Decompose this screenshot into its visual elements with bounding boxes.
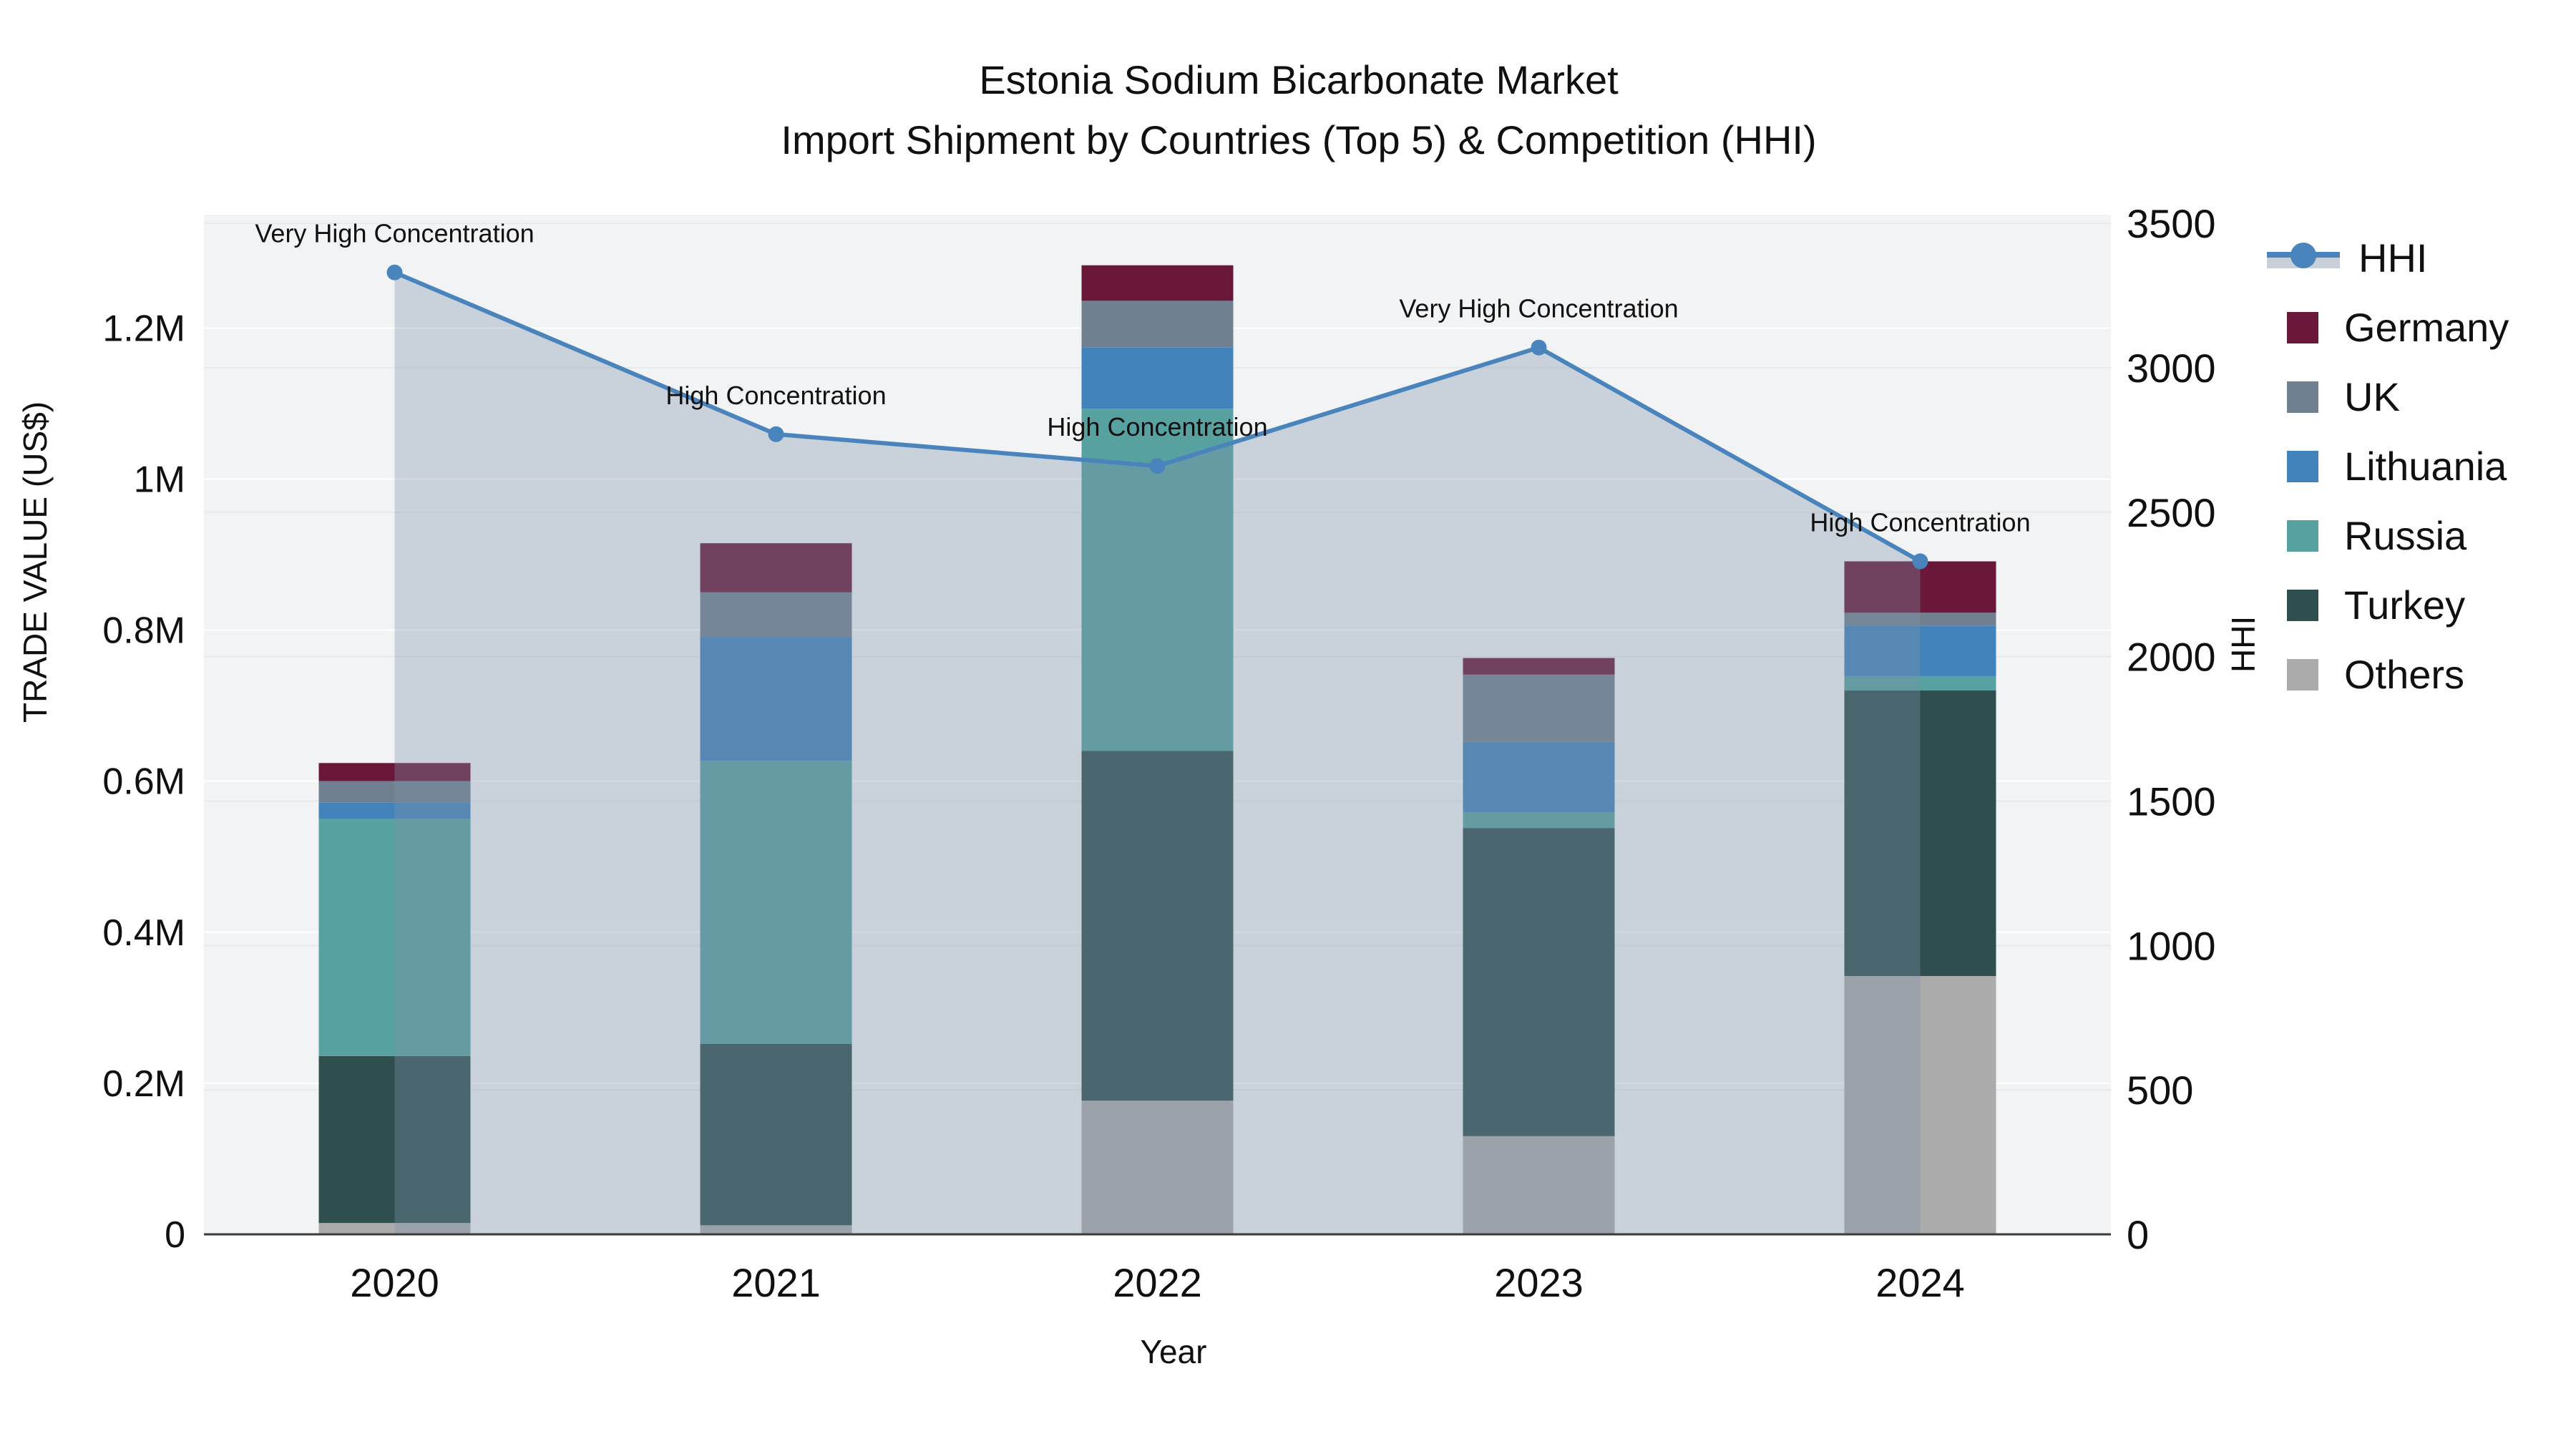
annotation-2023: Very High Concentration bbox=[1399, 294, 1678, 323]
annotation-2020: Very High Concentration bbox=[255, 219, 534, 248]
left-tick-0.2M: 0.2M bbox=[102, 1063, 185, 1105]
y-axis-title-left: TRADE VALUE (US$) bbox=[16, 401, 54, 723]
right-tick-0: 0 bbox=[2127, 1212, 2149, 1257]
chart-title-line2: Import Shipment by Countries (Top 5) & C… bbox=[781, 117, 1817, 162]
legend-item-lithuania[interactable]: Lithuania bbox=[2267, 431, 2509, 501]
chart-title: Estonia Sodium Bicarbonate Market Import… bbox=[21, 50, 2576, 170]
legend-label-turkey: Turkey bbox=[2344, 582, 2466, 628]
right-tick-500: 500 bbox=[2127, 1068, 2193, 1113]
bar-segment-2022-uk[interactable] bbox=[1081, 301, 1234, 348]
legend-swatch-uk bbox=[2287, 381, 2318, 413]
annotation-2022: High Concentration bbox=[1047, 412, 1267, 441]
right-tick-2000: 2000 bbox=[2127, 635, 2216, 680]
bar-segment-2021-others[interactable] bbox=[700, 1225, 852, 1234]
legend-swatch-lithuania bbox=[2287, 450, 2318, 482]
x-tick-2021: 2021 bbox=[731, 1260, 821, 1305]
left-tick-0.8M: 0.8M bbox=[102, 610, 185, 652]
legend-label-hhi: HHI bbox=[2358, 235, 2428, 280]
hhi-area-fill bbox=[394, 272, 1921, 1234]
left-tick-0: 0 bbox=[165, 1214, 185, 1256]
bar-segment-2021-turkey[interactable] bbox=[700, 1044, 852, 1226]
legend-label-lithuania: Lithuania bbox=[2344, 444, 2507, 489]
legend-item-others[interactable]: Others bbox=[2267, 640, 2509, 709]
bar-segment-2024-russia[interactable] bbox=[1844, 675, 1996, 691]
bar-segment-2020-others[interactable] bbox=[318, 1223, 471, 1234]
left-tick-1.2M: 1.2M bbox=[102, 308, 185, 349]
x-tick-2022: 2022 bbox=[1113, 1260, 1202, 1305]
bar-segment-2024-germany[interactable] bbox=[1844, 561, 1996, 613]
bar-segment-2022-lithuania[interactable] bbox=[1081, 347, 1234, 409]
bar-segment-2023-germany[interactable] bbox=[1463, 658, 1615, 675]
legend-item-russia[interactable]: Russia bbox=[2267, 501, 2509, 570]
legend-item-germany[interactable]: Germany bbox=[2267, 293, 2509, 362]
bar-segment-2020-russia[interactable] bbox=[318, 819, 471, 1056]
left-tick-0.4M: 0.4M bbox=[102, 912, 185, 954]
bar-segment-2023-lithuania[interactable] bbox=[1463, 741, 1615, 812]
legend-swatch-turkey bbox=[2287, 589, 2318, 621]
x-axis-title: Year bbox=[1140, 1333, 1207, 1370]
legend: HHI Germany UK Lithuania Russia Turkey Others bbox=[2267, 223, 2509, 709]
annotation-2024: High Concentration bbox=[1810, 507, 2030, 537]
hhi-marker-2021[interactable] bbox=[768, 426, 784, 442]
legend-swatch-russia bbox=[2287, 519, 2318, 552]
bar-segment-2022-others[interactable] bbox=[1081, 1101, 1234, 1234]
bar-segment-2024-lithuania[interactable] bbox=[1844, 625, 1996, 676]
bar-segment-2023-russia[interactable] bbox=[1463, 811, 1615, 829]
y-axis-title-right: HHI bbox=[2225, 615, 2262, 673]
right-tick-1000: 1000 bbox=[2127, 923, 2216, 968]
x-tick-2024: 2024 bbox=[1875, 1260, 1965, 1305]
bar-segment-2024-others[interactable] bbox=[1844, 976, 1996, 1234]
annotation-2021: High Concentration bbox=[665, 381, 886, 410]
legend-label-uk: UK bbox=[2344, 374, 2400, 419]
bar-segment-2021-lithuania[interactable] bbox=[700, 637, 852, 761]
legend-swatch-others bbox=[2287, 658, 2318, 691]
hhi-line-swatch-icon bbox=[2267, 242, 2340, 274]
chart-title-line1: Estonia Sodium Bicarbonate Market bbox=[979, 57, 1619, 102]
bar-segment-2022-germany[interactable] bbox=[1081, 265, 1234, 301]
legend-label-others: Others bbox=[2344, 652, 2465, 697]
bar-segment-2020-lithuania[interactable] bbox=[318, 802, 471, 819]
left-tick-0.6M: 0.6M bbox=[102, 761, 185, 803]
bar-segment-2020-germany[interactable] bbox=[318, 763, 471, 781]
bar-segment-2024-uk[interactable] bbox=[1844, 613, 1996, 626]
legend-item-turkey[interactable]: Turkey bbox=[2267, 570, 2509, 640]
legend-item-uk[interactable]: UK bbox=[2267, 362, 2509, 431]
legend-label-russia: Russia bbox=[2344, 513, 2467, 558]
bar-segment-2020-uk[interactable] bbox=[318, 781, 471, 803]
bar-segment-2024-turkey[interactable] bbox=[1844, 691, 1996, 976]
hhi-marker-2024[interactable] bbox=[1912, 553, 1928, 570]
bar-segment-2020-turkey[interactable] bbox=[318, 1055, 471, 1224]
left-tick-1M: 1M bbox=[134, 459, 185, 500]
legend-item-hhi[interactable]: HHI bbox=[2267, 223, 2509, 293]
bar-segment-2023-others[interactable] bbox=[1463, 1136, 1615, 1234]
hhi-marker-2023[interactable] bbox=[1531, 339, 1547, 356]
bar-segment-2021-uk[interactable] bbox=[700, 592, 852, 638]
right-tick-3000: 3000 bbox=[2127, 346, 2216, 391]
x-tick-2023: 2023 bbox=[1494, 1260, 1584, 1305]
bar-segment-2023-turkey[interactable] bbox=[1463, 828, 1615, 1136]
legend-swatch-germany bbox=[2287, 311, 2318, 343]
right-tick-3500: 3500 bbox=[2127, 201, 2216, 246]
hhi-marker-2022[interactable] bbox=[1149, 458, 1166, 474]
hhi-marker-2020[interactable] bbox=[386, 264, 403, 280]
bar-segment-2021-germany[interactable] bbox=[700, 543, 852, 592]
right-tick-1500: 1500 bbox=[2127, 779, 2216, 824]
right-tick-2500: 2500 bbox=[2127, 490, 2216, 535]
bar-segment-2021-russia[interactable] bbox=[700, 761, 852, 1044]
legend-label-germany: Germany bbox=[2344, 305, 2509, 350]
bar-segment-2022-turkey[interactable] bbox=[1081, 751, 1234, 1101]
bar-segment-2023-uk[interactable] bbox=[1463, 674, 1615, 742]
x-tick-2020: 2020 bbox=[350, 1260, 439, 1305]
